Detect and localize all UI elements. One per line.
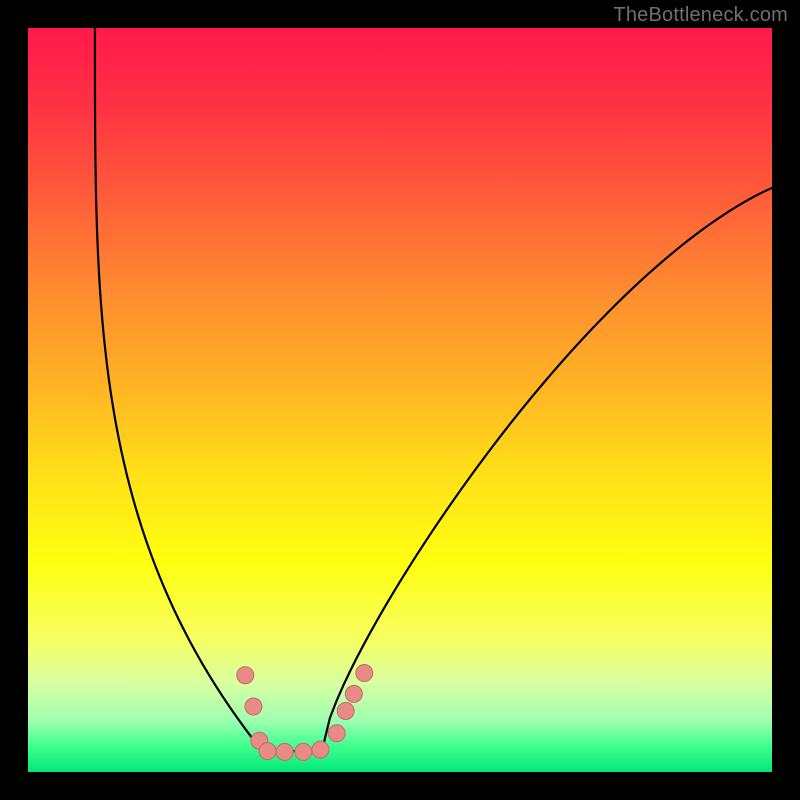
data-marker bbox=[276, 743, 293, 760]
data-marker bbox=[295, 743, 312, 760]
watermark-text: TheBottleneck.com bbox=[613, 4, 788, 27]
data-marker bbox=[312, 741, 329, 758]
data-marker bbox=[237, 667, 254, 684]
data-marker bbox=[337, 702, 354, 719]
data-marker bbox=[245, 698, 262, 715]
data-marker bbox=[356, 665, 373, 682]
bottleneck-curve bbox=[28, 28, 772, 772]
plot-area bbox=[28, 28, 772, 772]
data-marker bbox=[259, 743, 276, 760]
data-marker bbox=[328, 725, 345, 742]
data-marker bbox=[345, 685, 362, 702]
